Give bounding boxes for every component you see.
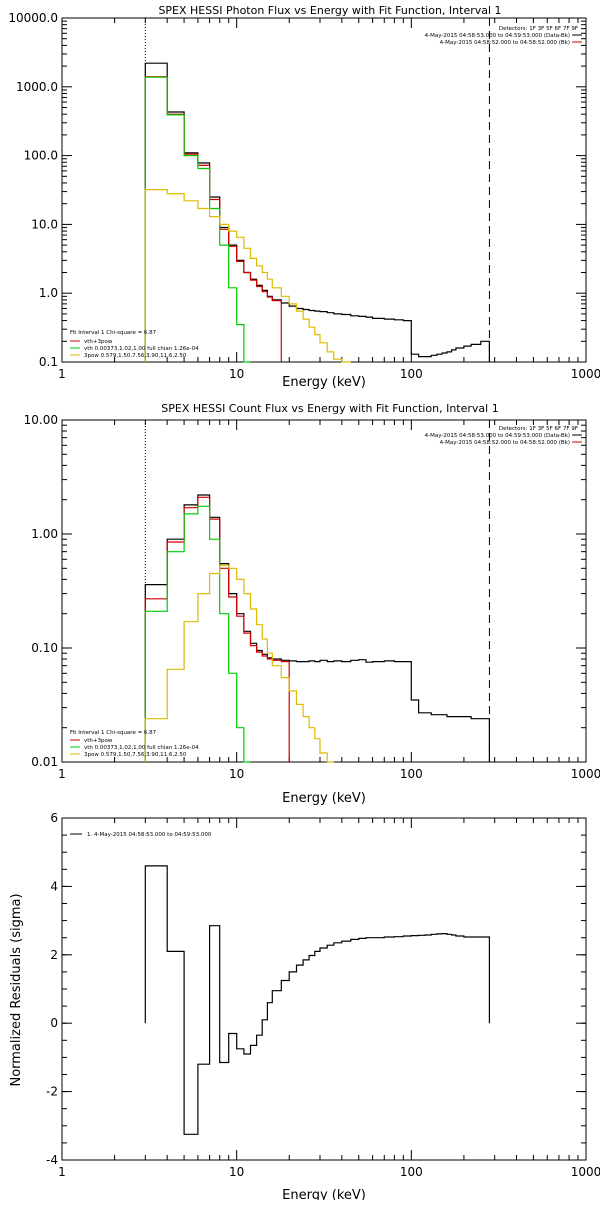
count-total-fit	[144, 496, 290, 762]
count-x-tick-label: 10	[229, 767, 244, 781]
photon-flux-panel: SPEX HESSI Photon Flux vs Energy with Fi…	[8, 4, 600, 390]
residuals-y-tick-label: -4	[46, 1153, 58, 1167]
residuals-plot-frame	[61, 817, 587, 1161]
count-data-spectrum	[144, 494, 490, 762]
residuals-y-tick-label: 2	[50, 948, 58, 962]
photon-header-line: 4-May-2015 04:58:53.000 to 04:59:53.000 …	[425, 33, 570, 39]
photon-plot-frame	[61, 17, 587, 363]
count-header-line: 4-May-2015 04:58:53.000 to 04:59:53.000 …	[425, 433, 570, 439]
count-y-tick-label: 10.00	[24, 413, 58, 427]
count-chart-title: SPEX HESSI Count Flux vs Energy with Fit…	[161, 402, 498, 415]
photon-legend-entry: vth+3pow	[84, 339, 113, 345]
photon-legend-title: Fit Interval 1 Chi-square = 6.87	[70, 330, 157, 336]
residuals-residuals-line	[144, 865, 490, 1135]
count-legend-entry: vth 0.00373,1.02,1.00 full chian 1.26e-0…	[84, 745, 199, 751]
count-x-tick-label: 100	[400, 767, 423, 781]
photon-y-tick-label: 1.0	[39, 286, 58, 300]
count-header-line: 4-May-2015 04:58:52.000 to 04:58:52.000 …	[440, 440, 570, 446]
photon-x-tick-label: 1	[58, 367, 66, 381]
count-x-axis-label: Energy (keV)	[282, 791, 366, 806]
residuals-panel: 1 10 100 1000 -4 -2 0 2 4 6 1. 4-May-2015 04:58:5…	[9, 811, 600, 1203]
count-x-tick-label: 1	[58, 767, 66, 781]
count-y-tick-label: 0.10	[31, 641, 58, 655]
photon-power-law-component	[144, 189, 351, 363]
residuals-y-tick-label: 0	[50, 1016, 58, 1030]
photon-legend-entry: 3pow 0.579,1.50,7.56,3.90,11.6,2.50	[84, 353, 187, 359]
residuals-x-tick-label: 100	[400, 1165, 423, 1179]
photon-data-spectrum	[144, 62, 490, 362]
count-flux-panel: SPEX HESSI Count Flux vs Energy with Fit…	[24, 402, 600, 806]
count-y-tick-label: 1.00	[31, 527, 58, 541]
residuals-x-tick-label: 1	[58, 1165, 66, 1179]
photon-x-tick-label: 10	[229, 367, 244, 381]
residuals-x-tick-label: 1000	[571, 1165, 600, 1179]
residuals-y-tick-label: 6	[50, 811, 58, 825]
photon-y-tick-label: 10.0	[31, 217, 58, 231]
count-legend-entry: 3pow 0.579,1.50,7.56,3.90,11.6,2.50	[84, 752, 187, 758]
photon-header-line: 4-May-2015 04:58:52.000 to 04:58:52.000 …	[440, 40, 570, 46]
count-x-tick-label: 1000	[571, 767, 600, 781]
count-thermal-component	[144, 505, 251, 763]
residuals-legend-entry: 1. 4-May-2015 04:58:53.000 to 04:59:53.0…	[87, 832, 212, 838]
count-legend-entry: vth+3pow	[84, 738, 113, 744]
photon-x-tick-label: 1000	[571, 367, 600, 381]
residuals-marks: 1 10 100 1000 -4 -2 0 2 4 6	[46, 811, 600, 1179]
photon-total-fit	[144, 76, 282, 362]
count-y-tick-label: 0.01	[31, 755, 58, 769]
photon-legend-entry: vth 0.00373,1.02,1.00 full chian 1.26e-0…	[84, 346, 199, 352]
count-header-line: Detectors: 1F 3F 5F 6F 7F 9F	[499, 426, 578, 432]
residuals-x-axis-label: Energy (keV)	[282, 1188, 366, 1200]
residuals-x-tick-label: 10	[229, 1165, 244, 1179]
photon-y-tick-label: 100.0	[24, 149, 58, 163]
photon-y-tick-label: 10000.0	[8, 11, 58, 25]
count-marks: 1 10 100 1000 0.01 0.10 1.00 10.00	[24, 413, 600, 781]
residuals-y-axis-label: Normalized Residuals (sigma)	[9, 893, 24, 1086]
photon-x-tick-label: 100	[400, 367, 423, 381]
photon-chart-title: SPEX HESSI Photon Flux vs Energy with Fi…	[158, 4, 501, 17]
photon-thermal-component	[144, 76, 251, 363]
photon-y-tick-label: 0.1	[39, 355, 58, 369]
residuals-y-tick-label: 4	[50, 879, 58, 893]
count-legend-title: Fit Interval 1 Chi-square = 6.87	[70, 730, 157, 736]
photon-y-tick-label: 1000.0	[16, 80, 58, 94]
photon-header-line: Detectors: 1F 3F 5F 6F 7F 9F	[499, 26, 578, 32]
count-plot-frame	[61, 419, 587, 763]
photon-x-axis-label: Energy (keV)	[282, 375, 366, 390]
residuals-y-tick-label: -2	[46, 1085, 58, 1099]
count-power-law-component	[144, 564, 334, 763]
photon-marks: 1 10 100 1000 0.1 1.0 10.0 100.0 1000.0 10000.0	[8, 11, 600, 381]
